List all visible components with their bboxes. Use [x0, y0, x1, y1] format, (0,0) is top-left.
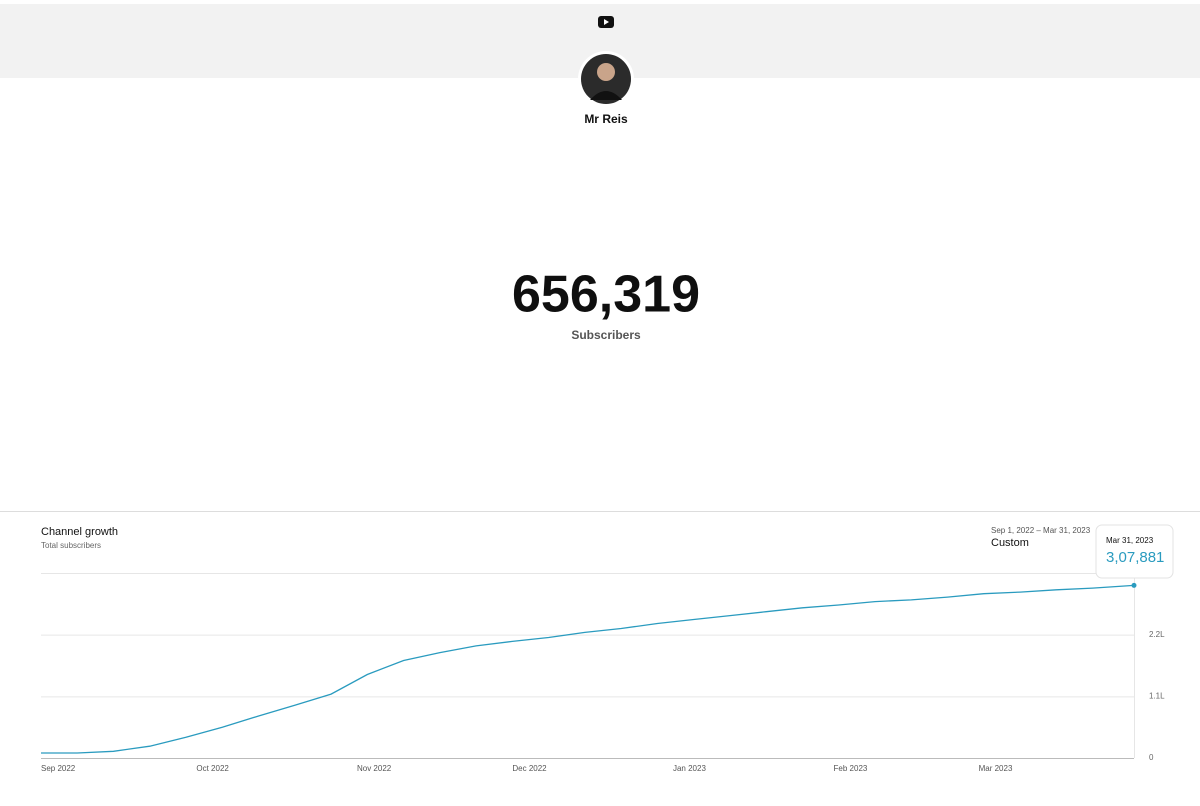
x-tick-label: Nov 2022	[357, 764, 392, 773]
tooltip-box	[1095, 524, 1174, 579]
highlight-point	[1131, 582, 1137, 588]
date-range: Sep 1, 2022 – Mar 31, 2023	[991, 526, 1091, 535]
period[interactable]: Custom	[991, 537, 1029, 549]
avatar[interactable]	[581, 54, 631, 104]
youtube-logo[interactable]	[598, 16, 614, 28]
chart-title: Channel growth	[41, 526, 118, 538]
channel-name: Mr Reis	[584, 112, 628, 126]
x-tick-label: Jan 2023	[673, 764, 706, 773]
tooltip-date: Mar 31, 2023	[1106, 536, 1154, 545]
x-tick-label: Sep 2022	[41, 764, 76, 773]
subscriber-count: 656,319	[512, 266, 700, 324]
tooltip-value: 3,07,881	[1106, 549, 1164, 566]
x-tick-label: Oct 2022	[196, 764, 229, 773]
tooltip: Mar 31, 2023 3,07,881	[1095, 524, 1174, 579]
series-line	[41, 584, 1135, 754]
y-tick-label: 0	[1149, 753, 1154, 762]
x-tick-label: Feb 2023	[834, 764, 868, 773]
x-tick-label: Mar 2023	[979, 764, 1013, 773]
y-tick-label: 2.2L	[1149, 630, 1165, 639]
y-tick-label: 1.1L	[1149, 691, 1165, 700]
chart-subtitle: Total subscribers	[41, 541, 101, 550]
subscriber-label: Subscribers	[571, 328, 641, 342]
plot: 0 1.1L 2.2L Sep 2022 Oct 2022 Nov 2022 Dec 202…	[41, 573, 1165, 773]
x-tick-label: Dec 2022	[512, 764, 547, 773]
